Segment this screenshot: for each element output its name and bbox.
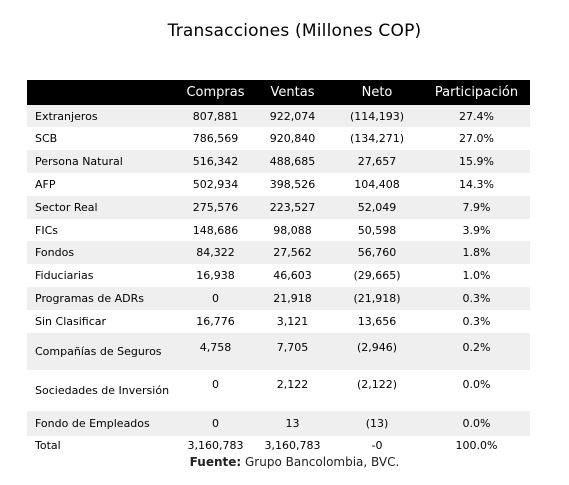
table-row: Persona Natural 516,342 488,685 27,657 15.9% [27,150,530,173]
row-name-cell: Extranjeros [35,109,98,123]
compras-cell: 0 [212,417,219,430]
neto-cell: (21,918) [353,292,401,305]
participacion-cell: 14.3% [459,178,494,191]
compras-cell: 0 [212,378,219,391]
row-name-cell: Fondo de Empleados [35,417,150,430]
compras-cell: 516,342 [192,155,239,168]
row-name-cell: Sector Real [35,201,98,214]
compras-cell: 275,576 [192,201,239,214]
compras-cell: 16,776 [196,315,235,328]
table-row: Programas de ADRs 0 21,918 (21,918) 0.3% [27,287,530,310]
ventas-cell: 2,122 [276,378,309,391]
header-neto: Neto [361,85,393,100]
ventas-cell: 13 [285,417,300,430]
participacion-cell: 0.0% [462,417,491,430]
neto-cell: 52,049 [357,201,397,214]
participacion-cell: 1.8% [462,246,491,259]
ventas-cell: 922,074 [269,109,316,123]
ventas-cell: 46,603 [273,269,312,282]
neto-cell: (13) [365,417,389,430]
neto-cell: -0 [371,439,383,452]
participacion-cell: 0.3% [462,315,491,328]
ventas-cell: 488,685 [269,155,316,168]
compras-cell: 4,758 [199,341,232,354]
ventas-cell: 3,160,783 [264,439,321,452]
neto-cell: (134,271) [349,132,405,145]
header-participacion: Participación [434,85,519,100]
row-name-cell: Fiduciarias [35,269,94,282]
participacion-cell: 1.0% [462,269,491,282]
compras-cell: 0 [212,292,219,305]
ventas-cell: 398,526 [269,178,316,191]
row-name-cell: Fondos [35,246,75,259]
compras-cell: 807,881 [192,109,239,123]
row-name-cell: SCB [35,132,58,145]
participacion-cell: 7.9% [462,201,491,214]
compras-cell: 3,160,783 [187,439,244,452]
compras-cell: 502,934 [192,178,239,191]
participacion-cell: 0.0% [462,378,491,391]
neto-cell: 56,760 [357,246,397,259]
neto-cell: (2,946) [356,341,398,354]
neto-cell: (114,193) [349,109,405,123]
header-compras: Compras [186,85,245,100]
transactions-table: Compras Ventas Neto Participación Extran… [27,80,530,455]
row-name-cell: FICs [35,223,58,237]
table-row: Fondos 84,322 27,562 56,760 1.8% [27,241,530,264]
neto-cell: (2,122) [356,378,398,391]
compras-cell: 84,322 [196,246,235,259]
neto-cell: (29,665) [353,269,401,282]
participacion-cell: 0.2% [462,341,491,354]
table-row: AFP 502,934 398,526 104,408 14.3% [27,173,530,196]
table-row: Fondo de Empleados 0 13 (13) 0.0% [27,411,530,436]
ventas-cell: 27,562 [273,246,312,259]
row-name-cell: Sociedades de Inversión [35,384,170,397]
table-row: Sin Clasificar 16,776 3,121 13,656 0.3% [27,310,530,333]
source-text: Grupo Bancolombia, BVC. [245,455,400,469]
participacion-cell: 15.9% [459,155,494,168]
ventas-cell: 920,840 [269,132,316,145]
neto-cell: 104,408 [354,178,400,191]
neto-cell: 27,657 [357,155,397,168]
neto-cell: 50,598 [357,223,397,237]
ventas-cell: 98,088 [273,223,312,237]
neto-cell: 13,656 [357,315,397,328]
table-row: FICs 148,686 98,088 50,598 3.9% [27,219,530,241]
source-note: Fuente: Grupo Bancolombia, BVC. [0,455,569,469]
table-row: Sector Real 275,576 223,527 52,049 7.9% [27,196,530,219]
row-name-cell: Compañías de Seguros [35,345,162,358]
ventas-cell: 3,121 [276,315,309,328]
participacion-cell: 0.3% [462,292,491,305]
table-body: Extranjeros 807,881 922,074 (114,193) 27.4% S… [27,105,530,455]
participacion-cell: 27.0% [459,132,494,145]
ventas-cell: 223,527 [269,201,316,214]
ventas-cell: 7,705 [276,341,309,354]
header-ventas: Ventas [270,85,315,100]
table-row: Compañías de Seguros 4,758 7,705 (2,946) 0.2… [27,333,530,370]
compras-cell: 16,938 [196,269,235,282]
table-row: SCB 786,569 920,840 (134,271) 27.0% [27,127,530,150]
table-row: Fiduciarias 16,938 46,603 (29,665) 1.0% [27,264,530,287]
table-row: Sociedades de Inversión 0 2,122 (2,122) 0.0% [27,370,530,411]
row-name-cell: Total [35,439,61,452]
participacion-cell: 100.0% [455,439,498,452]
header-row: Compras Ventas Neto Participación [27,80,530,105]
header-name [27,80,177,105]
row-name-cell: Sin Clasificar [35,315,107,328]
ventas-cell: 21,918 [273,292,312,305]
row-name-cell: Programas de ADRs [35,292,144,305]
participacion-cell: 3.9% [462,223,491,237]
table-row: Total 3,160,783 3,160,783 -0 100.0% [27,436,530,455]
table-title: Transacciones (Millones COP) [167,21,422,41]
compras-cell: 786,569 [192,132,239,145]
row-name-cell: Persona Natural [35,155,123,168]
table-row: Extranjeros 807,881 922,074 (114,193) 27.4% [27,105,530,127]
compras-cell: 148,686 [192,223,239,237]
participacion-cell: 27.4% [459,109,494,123]
source-label: Fuente: [189,455,242,469]
row-name-cell: AFP [35,178,56,191]
